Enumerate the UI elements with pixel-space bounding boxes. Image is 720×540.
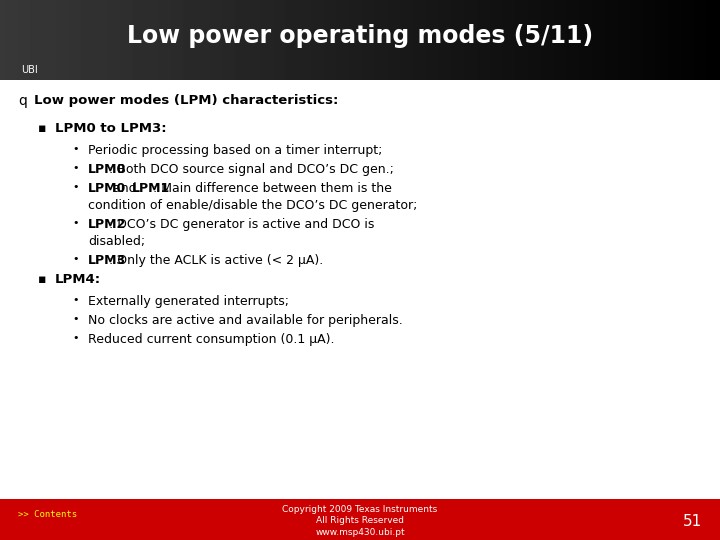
Text: >> Contents: >> Contents	[18, 510, 77, 519]
Text: LPM2: LPM2	[88, 218, 126, 231]
Text: •: •	[72, 254, 78, 264]
Text: •: •	[72, 163, 78, 173]
Text: •: •	[72, 314, 78, 324]
Text: ▪: ▪	[38, 122, 47, 135]
Text: ▪: ▪	[38, 273, 47, 286]
Text: : Main difference between them is the: : Main difference between them is the	[153, 182, 392, 195]
Text: LPM1: LPM1	[132, 182, 171, 195]
Text: : Only the ACLK is active (< 2 μA).: : Only the ACLK is active (< 2 μA).	[109, 254, 323, 267]
Text: Externally generated interrupts;: Externally generated interrupts;	[88, 295, 289, 308]
Text: LPM0 to LPM3:: LPM0 to LPM3:	[55, 122, 166, 135]
Text: LPM4:: LPM4:	[55, 273, 101, 286]
Text: LPM0: LPM0	[88, 182, 126, 195]
Text: 51: 51	[683, 514, 702, 529]
Text: LPM0: LPM0	[88, 163, 126, 176]
Text: Low power modes (LPM) characteristics:: Low power modes (LPM) characteristics:	[34, 94, 338, 107]
Text: Reduced current consumption (0.1 μA).: Reduced current consumption (0.1 μA).	[88, 333, 335, 346]
Text: Copyright 2009 Texas Instruments: Copyright 2009 Texas Instruments	[282, 505, 438, 514]
Text: •: •	[72, 295, 78, 305]
Text: •: •	[72, 182, 78, 192]
Text: All Rights Reserved: All Rights Reserved	[316, 516, 404, 525]
Text: disabled;: disabled;	[88, 235, 145, 248]
Text: UBI: UBI	[22, 65, 38, 75]
Text: •: •	[72, 333, 78, 343]
Text: •: •	[72, 144, 78, 154]
Text: and: and	[109, 182, 140, 195]
Text: : Both DCO source signal and DCO’s DC gen.;: : Both DCO source signal and DCO’s DC ge…	[109, 163, 394, 176]
Text: No clocks are active and available for peripherals.: No clocks are active and available for p…	[88, 314, 402, 327]
Text: : DCO’s DC generator is active and DCO is: : DCO’s DC generator is active and DCO i…	[109, 218, 374, 231]
Text: q: q	[18, 94, 27, 108]
Text: Low power operating modes (5/11): Low power operating modes (5/11)	[127, 24, 593, 48]
Text: •: •	[72, 218, 78, 228]
Text: Periodic processing based on a timer interrupt;: Periodic processing based on a timer int…	[88, 144, 382, 157]
Text: condition of enable/disable the DCO’s DC generator;: condition of enable/disable the DCO’s DC…	[88, 199, 418, 212]
Text: LPM3: LPM3	[88, 254, 126, 267]
Text: www.msp430.ubi.pt: www.msp430.ubi.pt	[315, 528, 405, 537]
